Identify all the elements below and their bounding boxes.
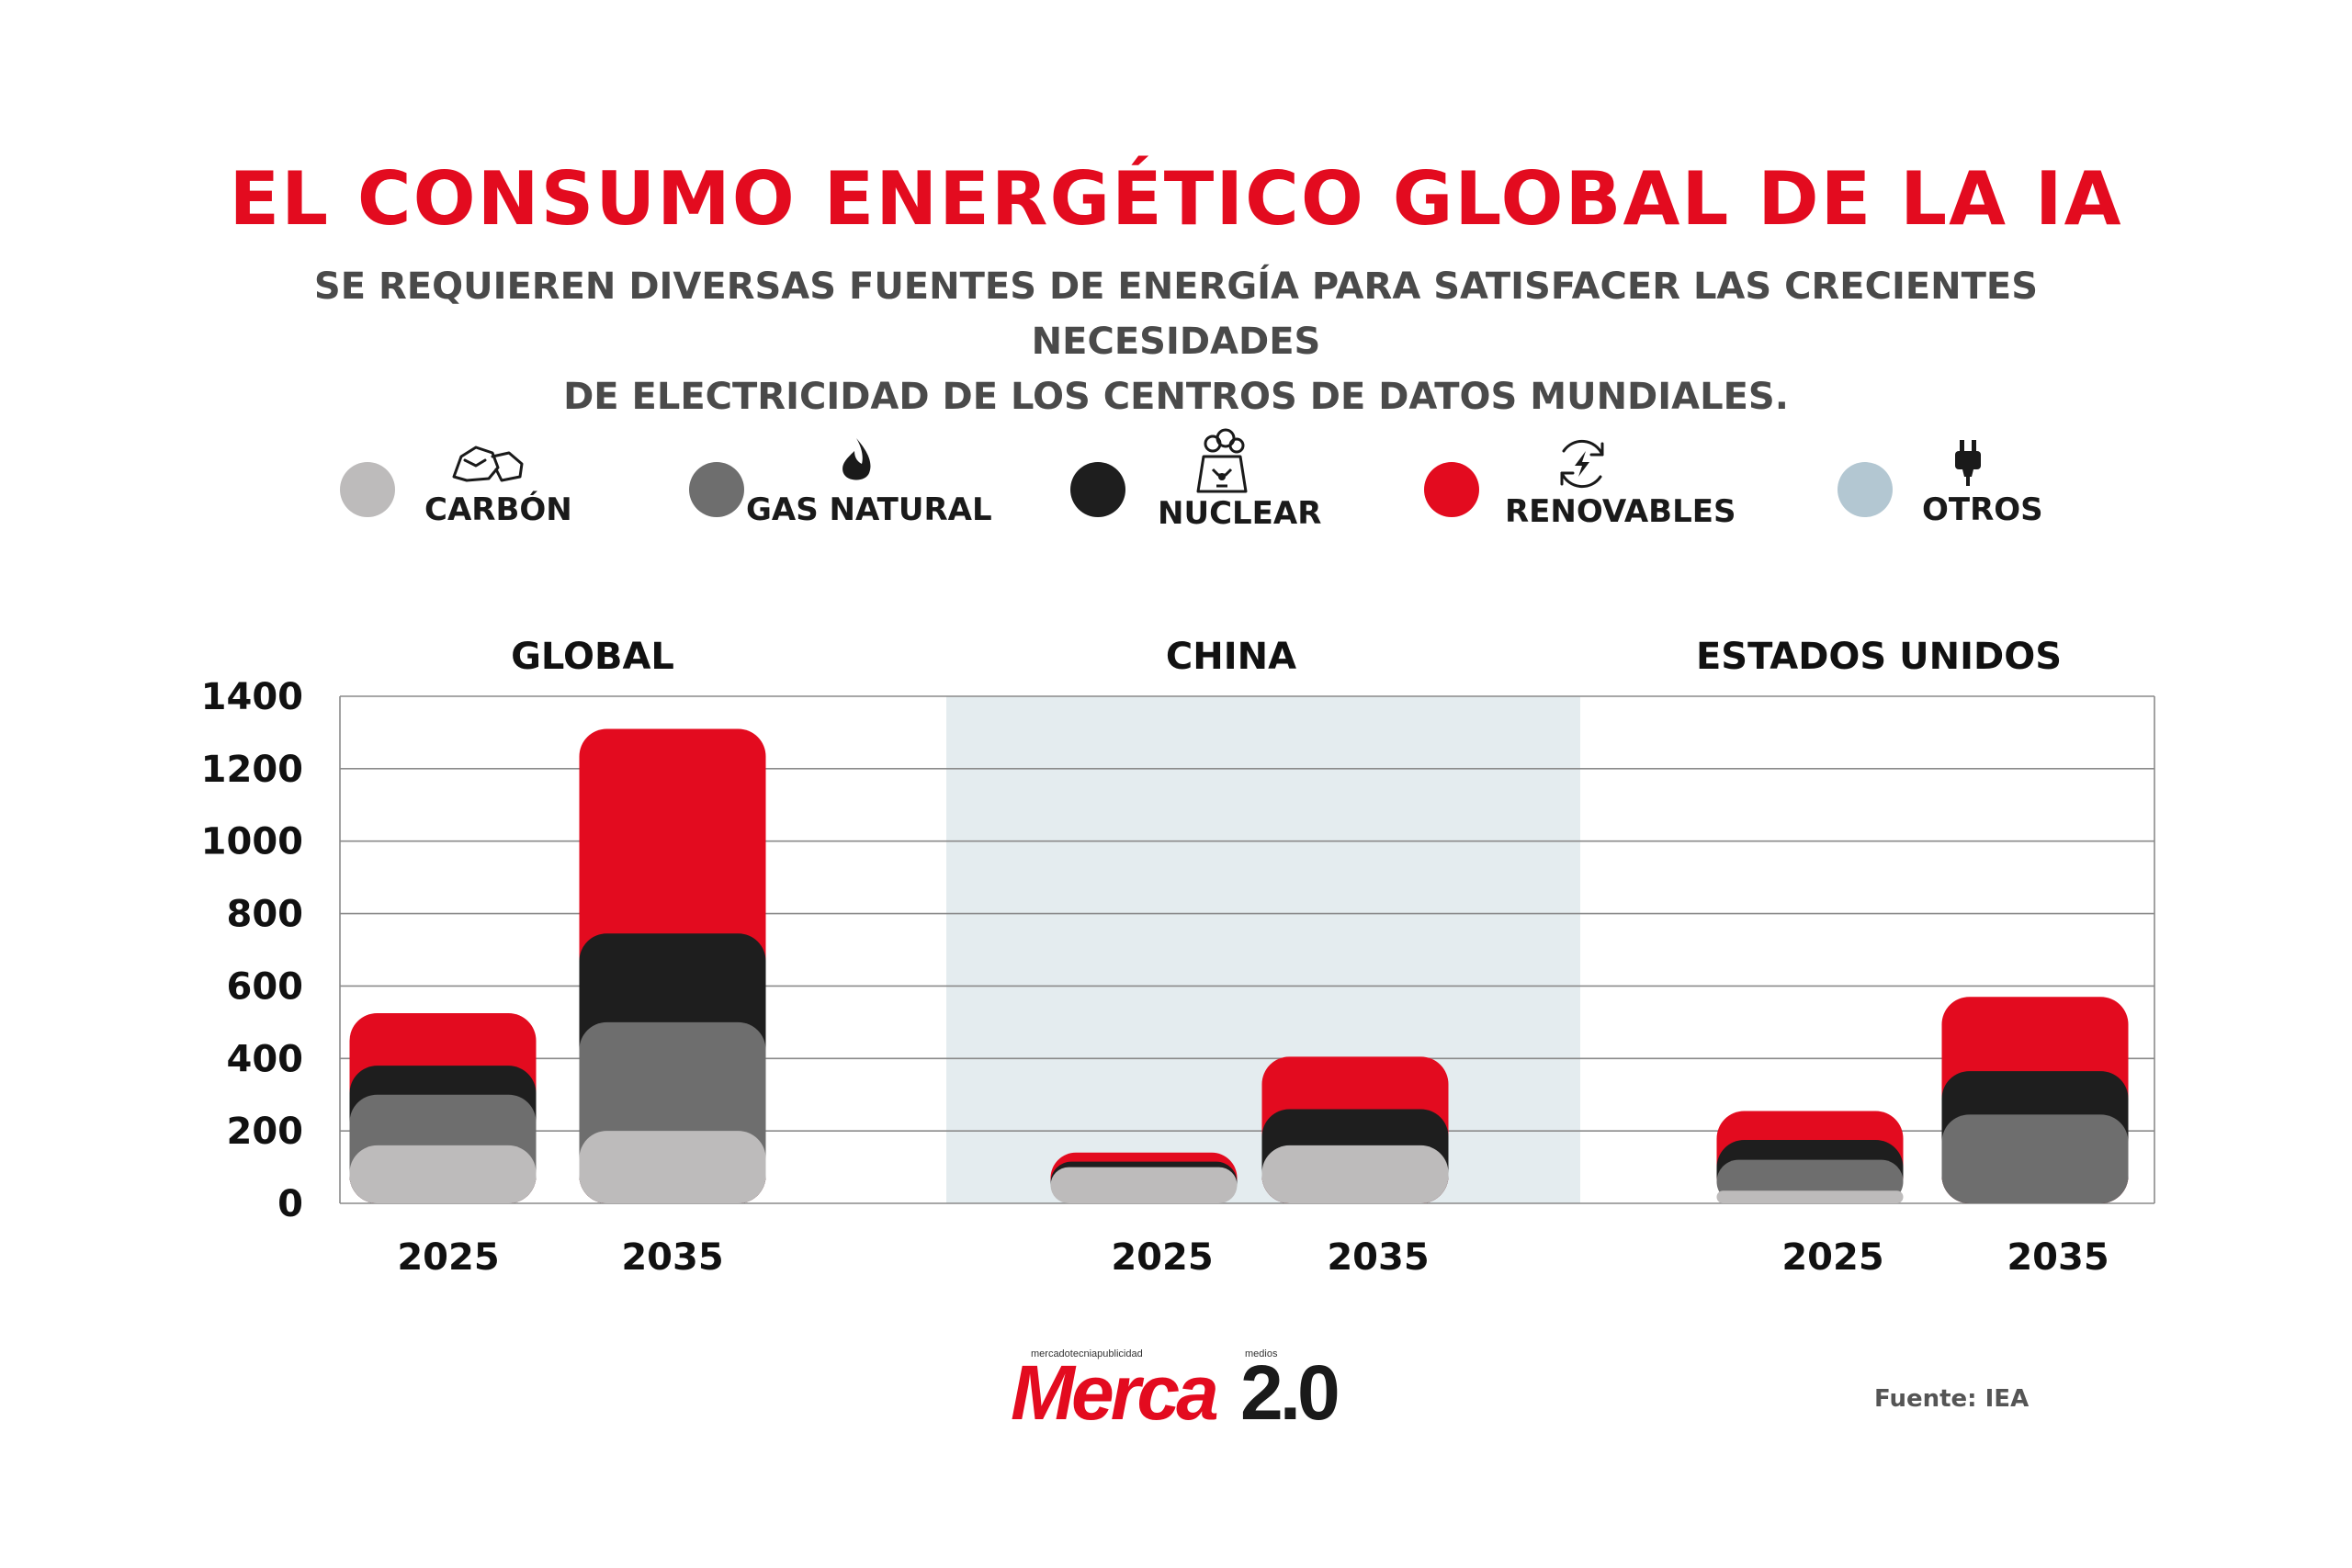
logo-version: 2.0 (1240, 1349, 1340, 1436)
y-tick-label: 400 (227, 1038, 304, 1080)
bar-china-2035-carbon (1261, 1145, 1449, 1203)
legend-label-renovables: RENOVABLES (1505, 493, 1736, 530)
legend-label-nuclear: NUCLEAR (1158, 495, 1321, 532)
legend-item-gas: GAS NATURAL (689, 438, 992, 528)
x-tick-label: 2035 (2007, 1236, 2109, 1279)
y-tick-label: 1400 (201, 676, 303, 718)
y-tick-label: 1000 (201, 821, 303, 863)
y-tick-label: 600 (227, 965, 304, 1008)
legend-label-carbon: CARBÓN (424, 491, 572, 528)
bar-global-2025-carbon (349, 1145, 537, 1203)
plug-icon (1955, 440, 1981, 486)
y-tick-label: 1200 (201, 749, 303, 791)
coal-icon (452, 446, 524, 482)
source-note: Fuente: IEA (1874, 1385, 2030, 1413)
y-tick-label: 200 (227, 1111, 304, 1153)
renewable-energy-icon (1560, 439, 1604, 489)
subtitle-line-2: DE ELECTRICIDAD DE LOS CENTROS DE DATOS … (563, 376, 1789, 418)
legend-item-otros: OTROS (1838, 440, 2043, 528)
x-tick-label: 2025 (397, 1236, 499, 1279)
legend-swatch-nuclear (1070, 462, 1125, 517)
x-tick-label: 2025 (1111, 1236, 1213, 1279)
legend-item-carbon: CARBÓN (340, 446, 572, 528)
x-tick-label: 2035 (621, 1236, 723, 1279)
legend-item-renovables: RENOVABLES (1424, 439, 1736, 530)
panel-title-1: CHINA (1166, 636, 1296, 678)
bars (349, 728, 2129, 1203)
subtitle-line-1: SE REQUIEREN DIVERSAS FUENTES DE ENERGÍA… (313, 265, 2039, 363)
page-subtitle: SE REQUIEREN DIVERSAS FUENTES DE ENERGÍA… (184, 259, 2168, 424)
page-title: EL CONSUMO ENERGÉTICO GLOBAL DE LA IA (229, 156, 2123, 242)
y-tick-label: 800 (227, 894, 304, 936)
logo-tagline: mercadotecniapublicidad (1031, 1348, 1143, 1359)
x-tick-label: 2025 (1781, 1236, 1883, 1279)
logo-tagline-right: medios (1245, 1348, 1278, 1359)
axes: 0 200 400 600 800 1000 1200 1400 (201, 676, 2155, 1225)
panel-title-2: ESTADOS UNIDOS (1696, 636, 2062, 678)
nuclear-plant-icon (1196, 428, 1248, 493)
bar-global-2035-carbon (579, 1131, 766, 1203)
labels: GLOBAL 2025 2035 CHINA 2025 2035 ESTADOS UNIDO… (397, 636, 2109, 1279)
legend-swatch-gas (689, 462, 744, 517)
flame-icon (842, 438, 871, 480)
bar-china-2025-carbon (1050, 1167, 1238, 1203)
legend-swatch-otros (1838, 462, 1893, 517)
legend-item-nuclear: NUCLEAR (1070, 428, 1321, 532)
y-tick-label: 0 (277, 1183, 303, 1225)
panel-title-0: GLOBAL (511, 636, 674, 678)
merca-logo: mercadotecniapublicidad medios Merca 2.0 (1011, 1332, 1360, 1451)
bar-estados-unidos-2025-carbon (1716, 1190, 1904, 1203)
legend-label-otros: OTROS (1922, 491, 2043, 528)
legend-label-gas: GAS NATURAL (746, 491, 992, 528)
logo-word: Merca (1011, 1349, 1219, 1436)
x-tick-label: 2035 (1327, 1236, 1429, 1279)
legend-swatch-renovables (1424, 462, 1479, 517)
legend-swatch-carbon (340, 462, 395, 517)
bar-estados-unidos-2035-gas (1941, 1114, 2129, 1203)
legend: CARBÓN GAS NATURAL NUCLEAR RENOVABLES OTROS (340, 428, 2043, 532)
